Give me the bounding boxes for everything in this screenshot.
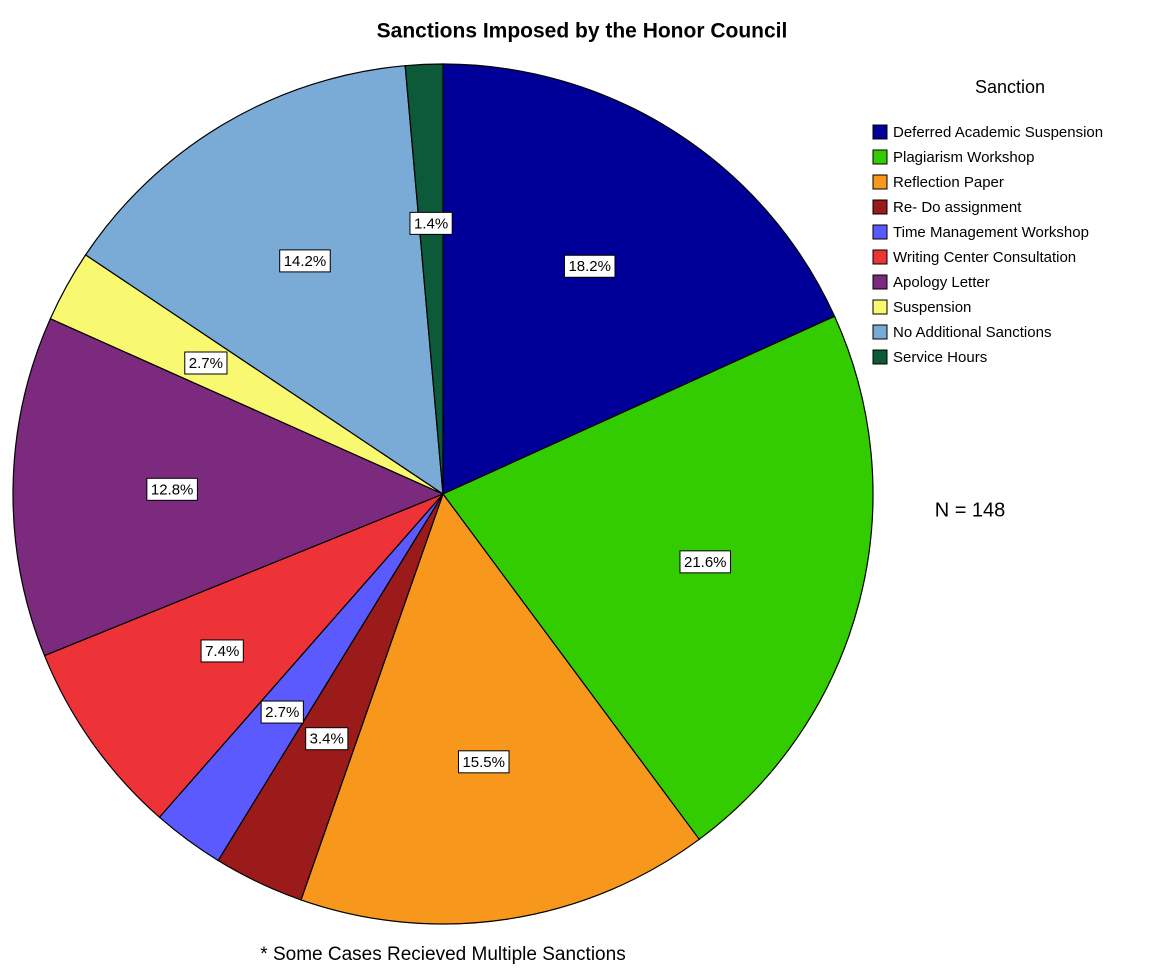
value-label-box [184, 351, 228, 375]
value-label: 7.4% [205, 643, 239, 660]
pie-slice [442, 315, 874, 841]
value-label-box [279, 249, 331, 273]
value-label-box [409, 211, 453, 235]
value-label: 1.4% [414, 215, 448, 232]
legend-label: Deferred Academic Suspension [893, 124, 1103, 141]
legend-label: Service Hours [893, 349, 987, 366]
legend-swatch [872, 149, 888, 165]
value-label: 14.2% [284, 253, 327, 270]
legend-swatch [872, 349, 888, 365]
pie-slice [84, 65, 444, 496]
value-label: 15.5% [462, 754, 505, 771]
legend-swatch [872, 249, 888, 265]
legend: Deferred Academic Suspension Plagiarism W… [872, 124, 1103, 366]
legend-swatch [872, 324, 888, 340]
legend-label: Apology Letter [893, 274, 990, 291]
pie [12, 63, 874, 925]
legend-swatch [872, 224, 888, 240]
value-label: 21.6% [684, 554, 727, 571]
value-label: 3.4% [310, 731, 344, 748]
legend-swatch [872, 199, 888, 215]
value-label: 12.8% [151, 481, 194, 498]
value-label: 2.7% [265, 704, 299, 721]
value-label-box [260, 700, 304, 724]
legend-title: Sanction [975, 77, 1045, 97]
annotation: N = 148 [935, 499, 1006, 521]
legend-swatch [872, 274, 888, 290]
value-label-box [679, 550, 732, 574]
legend-swatch [872, 299, 888, 315]
value-label-box [457, 750, 510, 774]
legend-label: Time Management Workshop [893, 224, 1089, 241]
legend-label: Plagiarism Workshop [893, 149, 1034, 166]
value-label-box [200, 639, 244, 663]
footnote: * Some Cases Recieved Multiple Sanctions [260, 944, 625, 965]
value-label-box [305, 727, 349, 751]
legend-swatch [872, 174, 888, 190]
value-label: 2.7% [189, 355, 223, 372]
value-label-box [563, 254, 616, 278]
pie-slice [404, 63, 444, 495]
legend-swatch [872, 124, 888, 140]
legend-label: No Additional Sanctions [893, 324, 1051, 341]
legend-label: Writing Center Consultation [893, 249, 1076, 266]
pie-slice [300, 492, 701, 925]
pie-slice [442, 63, 836, 495]
pie-slice [12, 317, 445, 657]
value-label-box [146, 477, 198, 501]
legend-label: Re- Do assignment [893, 199, 1022, 216]
legend-label: Suspension [893, 299, 971, 316]
legend-label: Reflection Paper [893, 174, 1004, 191]
value-label: 18.2% [568, 258, 611, 275]
chart-title: Sanctions Imposed by the Honor Council [377, 20, 788, 43]
value-labels: 18.2% 21.6% 15.5% 3.4% 2.7% 7.4% 12.8% 2.7% 14.2… [146, 211, 732, 774]
